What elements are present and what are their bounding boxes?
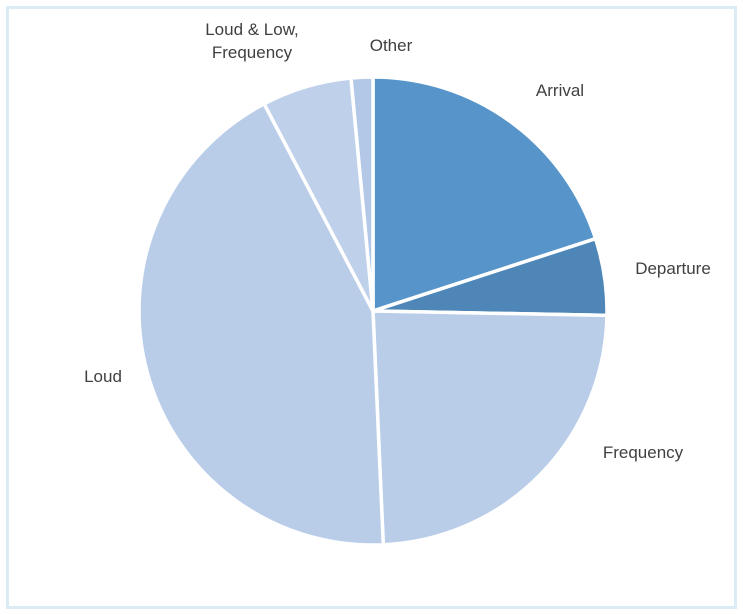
pie-slice-frequency bbox=[371, 309, 609, 547]
pie-slice-other bbox=[349, 75, 375, 313]
pie-slices bbox=[137, 75, 609, 547]
pie-labels: Arrival Departure Frequency Loud Loud & Low,… bbox=[84, 20, 711, 462]
pie-label-arrival: Arrival bbox=[536, 81, 584, 100]
pie-label-loud: Loud bbox=[84, 367, 122, 386]
pie-label-other: Other bbox=[370, 36, 413, 55]
pie-label-departure: Departure bbox=[635, 259, 711, 278]
pie-slice-arrival bbox=[371, 75, 598, 313]
pie-slice-loud bbox=[137, 102, 386, 547]
pie-label-loud-low-frequency: Loud & Low, Frequency bbox=[205, 20, 299, 62]
pie-label-frequency: Frequency bbox=[603, 443, 684, 462]
